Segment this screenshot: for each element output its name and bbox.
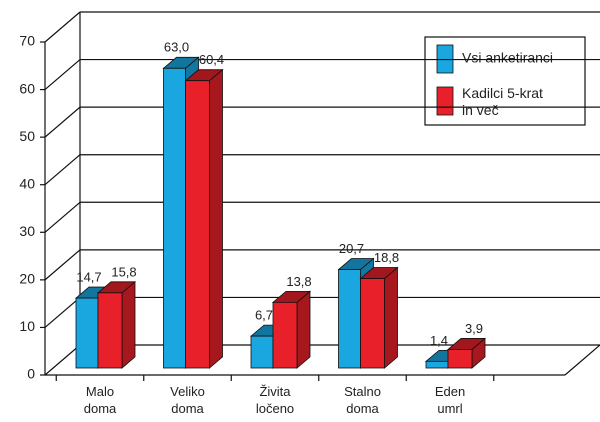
value-label: 14,7 xyxy=(76,270,101,285)
legend-swatch xyxy=(436,86,454,116)
bar-front xyxy=(338,269,361,369)
value-label: 13,8 xyxy=(286,274,311,289)
bar xyxy=(271,290,312,369)
y-tick-label: 50 xyxy=(19,128,35,144)
x-tick-label: Veliko doma xyxy=(170,384,205,416)
x-tick-label: Malo doma xyxy=(84,384,117,416)
y-tick-label: 10 xyxy=(19,318,35,334)
grid-line xyxy=(44,296,81,328)
y-tick-label: 30 xyxy=(19,223,35,239)
grid-line xyxy=(44,59,81,91)
value-label: 3,9 xyxy=(465,321,483,336)
bar-side xyxy=(296,290,311,369)
value-label: 15,8 xyxy=(111,264,136,279)
bar-front xyxy=(447,349,473,369)
y-tick-label: 0 xyxy=(27,366,35,382)
value-label: 63,0 xyxy=(164,40,189,55)
value-label: 20,7 xyxy=(339,241,364,256)
grid-line xyxy=(44,106,81,138)
bar-front xyxy=(360,278,385,369)
y-tick-label: 20 xyxy=(19,271,35,287)
bar-front xyxy=(272,301,298,369)
x-tick-label: Stalno doma xyxy=(344,384,381,416)
grid-line xyxy=(44,249,81,281)
bar-front xyxy=(185,80,210,369)
x-tick-label: Eden umrl xyxy=(435,384,465,416)
y-tick-label: 60 xyxy=(19,80,35,96)
floor-line xyxy=(564,344,600,376)
bar-front xyxy=(75,297,99,369)
grid-line xyxy=(44,344,81,376)
bar-front xyxy=(97,292,123,369)
x-tick-label: Živita ločeno xyxy=(256,384,294,416)
bar-front xyxy=(163,67,186,369)
bar xyxy=(446,337,487,369)
legend-label: Vsi anketiranci xyxy=(462,50,553,66)
y-tick-label: 40 xyxy=(19,175,35,191)
legend: Vsi anketiranci Kadilci 5-krat in več xyxy=(424,36,586,126)
value-label: 18,8 xyxy=(374,250,399,265)
value-label: 60,4 xyxy=(199,52,224,67)
bar-front xyxy=(250,335,274,369)
grid-line xyxy=(44,154,81,186)
bar-side xyxy=(121,280,136,369)
y-tick-label: 70 xyxy=(19,33,35,49)
bar xyxy=(184,68,224,369)
bar-side xyxy=(384,266,398,369)
bar xyxy=(359,266,399,369)
grid-line xyxy=(44,11,81,43)
bar-side xyxy=(209,68,223,369)
bar-front xyxy=(425,360,449,369)
value-label: 1,4 xyxy=(430,333,448,348)
legend-label: Kadilci 5-krat in več xyxy=(462,85,543,118)
bar xyxy=(96,280,137,369)
value-label: 6,7 xyxy=(255,308,273,323)
grid-line xyxy=(44,201,81,233)
